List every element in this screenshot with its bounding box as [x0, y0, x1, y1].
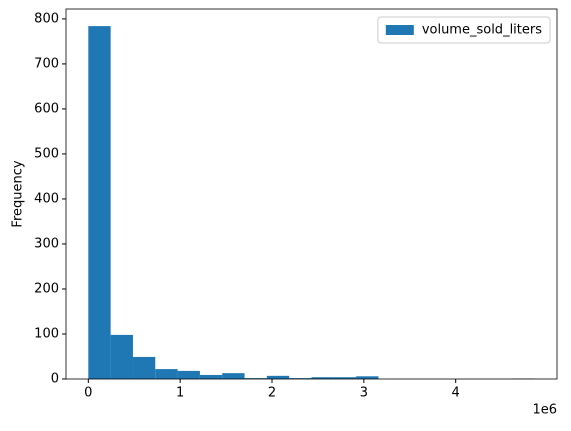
- legend-swatch: [385, 25, 414, 35]
- bar: [155, 369, 178, 379]
- y-tick-label: 300: [34, 236, 59, 251]
- bar: [289, 378, 312, 379]
- x-tick-label: 3: [360, 386, 368, 401]
- y-tick-label: 200: [34, 281, 59, 296]
- bar: [177, 370, 200, 379]
- bar: [356, 376, 379, 379]
- y-tick-label: 0: [51, 372, 59, 387]
- x-tick-label: 1: [176, 386, 184, 401]
- bar: [311, 377, 334, 379]
- y-tick-label: 100: [34, 326, 59, 341]
- bar: [244, 378, 267, 379]
- x-tick-label: 0: [84, 386, 92, 401]
- legend-label: volume_sold_liters: [422, 23, 542, 38]
- legend-box: [377, 16, 551, 44]
- bar: [110, 334, 133, 379]
- bar: [266, 375, 290, 379]
- x-tick-label: 4: [452, 386, 460, 401]
- y-tick-label: 700: [34, 56, 59, 71]
- y-axis-label: Frequency: [11, 160, 26, 227]
- bar: [132, 356, 156, 379]
- x-offset-label: 1e6: [532, 403, 557, 418]
- bar: [88, 26, 111, 380]
- x-tick-label: 2: [268, 386, 276, 401]
- y-tick-label: 600: [34, 101, 59, 116]
- y-tick-label: 400: [34, 191, 59, 206]
- bar: [333, 377, 357, 379]
- y-tick-label: 500: [34, 146, 59, 161]
- y-tick-label: 800: [34, 11, 59, 26]
- bar: [199, 374, 223, 379]
- bar: [222, 373, 245, 379]
- plot-frame: [65, 8, 558, 380]
